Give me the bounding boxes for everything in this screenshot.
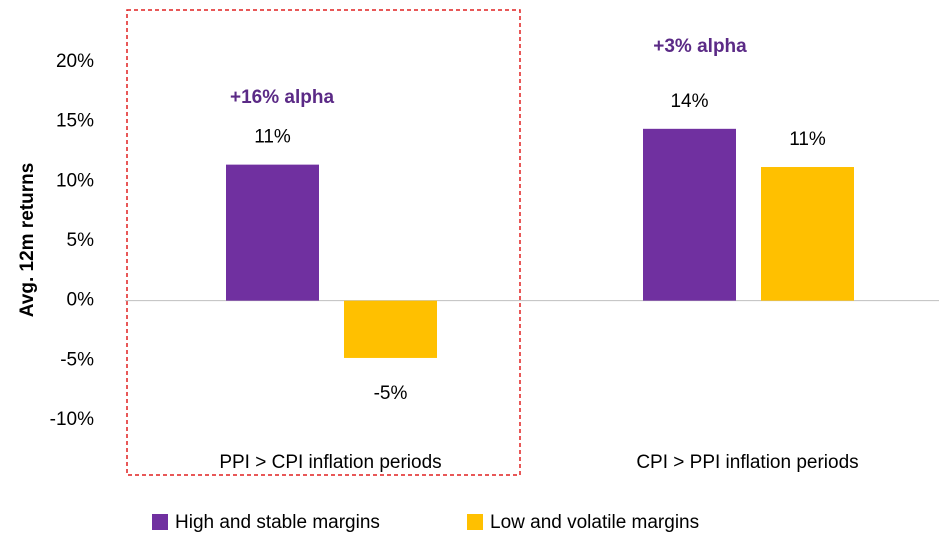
legend-swatch <box>152 514 168 530</box>
legend-swatch <box>467 514 483 530</box>
x-tick-label: CPI > PPI inflation periods <box>636 452 858 473</box>
x-tick-label: PPI > CPI inflation periods <box>219 452 441 473</box>
legend-label: Low and volatile margins <box>490 512 699 533</box>
data-label: 11% <box>789 129 826 150</box>
y-tick-label: 15% <box>56 111 94 132</box>
y-tick-label: 10% <box>56 170 94 191</box>
bar <box>643 128 736 301</box>
data-label: 11% <box>254 127 291 148</box>
y-tick-label: 5% <box>67 230 95 251</box>
data-label: -5% <box>374 383 408 404</box>
bar <box>226 164 319 301</box>
bar <box>761 167 854 301</box>
y-tick-label: 20% <box>56 51 94 72</box>
highlight-box <box>126 9 521 476</box>
y-tick-label: -10% <box>50 409 94 430</box>
annotation: +3% alpha <box>653 36 747 57</box>
y-axis-label: Avg. 12m returns <box>17 163 38 318</box>
legend-label: High and stable margins <box>175 512 380 533</box>
data-label: 14% <box>670 91 708 112</box>
y-tick-label: -5% <box>60 349 94 370</box>
y-tick-label: 0% <box>67 290 95 311</box>
annotation: +16% alpha <box>230 87 334 108</box>
bar <box>344 300 437 358</box>
